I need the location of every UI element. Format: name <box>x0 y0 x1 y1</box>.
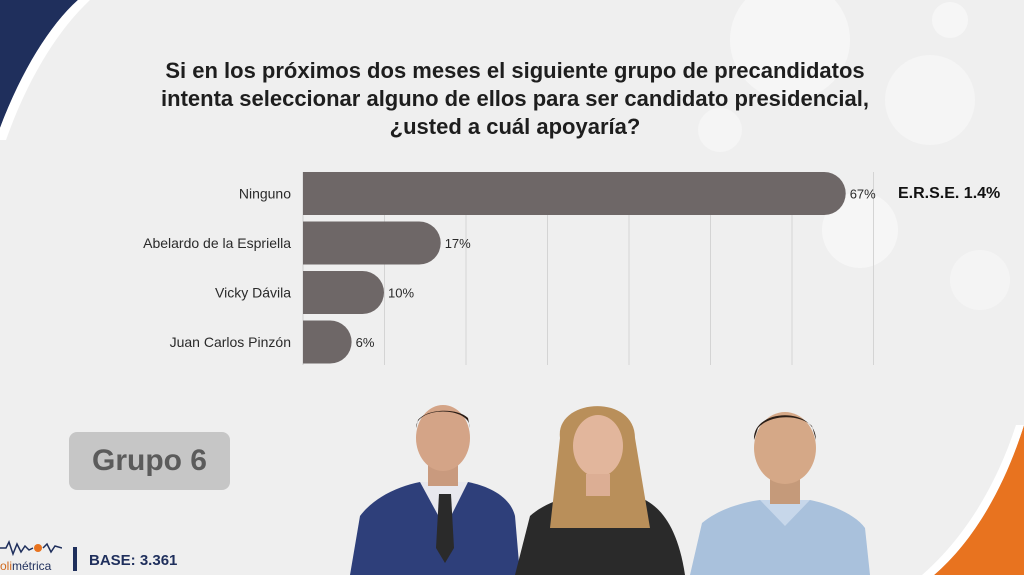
wave-logo-icon <box>0 540 62 556</box>
value-label: 10% <box>388 286 414 301</box>
base-divider <box>73 547 77 571</box>
erse-label: E.R.S.E. 1.4% <box>898 185 1001 202</box>
base-label: BASE: 3.361 <box>89 552 178 569</box>
candidate-photo-2 <box>515 406 685 575</box>
corner-navy-swoosh <box>0 0 90 140</box>
category-label: Vicky Dávila <box>215 285 291 301</box>
title-line-3: ¿usted a cuál apoyaría? <box>389 114 641 139</box>
value-label: 67% <box>850 187 876 202</box>
bar <box>303 221 441 265</box>
category-label: Ninguno <box>239 186 291 202</box>
corner-orange-swoosh <box>922 425 1024 575</box>
logo-text: olimétrica <box>0 559 52 573</box>
candidates-photos <box>350 405 870 575</box>
value-label: 17% <box>445 236 471 251</box>
candidate-photo-3 <box>690 412 870 575</box>
title-line-2: intenta seleccionar alguno de ellos para… <box>161 86 869 111</box>
bar <box>303 271 385 314</box>
title-line-1: Si en los próximos dos meses el siguient… <box>165 58 865 83</box>
category-label: Juan Carlos Pinzón <box>170 334 291 350</box>
bar <box>303 172 846 215</box>
bar <box>303 320 352 364</box>
category-label: Abelardo de la Espriella <box>143 235 291 251</box>
chart-title: Si en los próximos dos meses el siguient… <box>120 57 910 141</box>
company-logo: olimétrica <box>0 540 70 575</box>
group-badge: Grupo 6 <box>69 432 230 490</box>
candidate-photo-1 <box>350 405 520 575</box>
value-label: 6% <box>356 335 375 350</box>
